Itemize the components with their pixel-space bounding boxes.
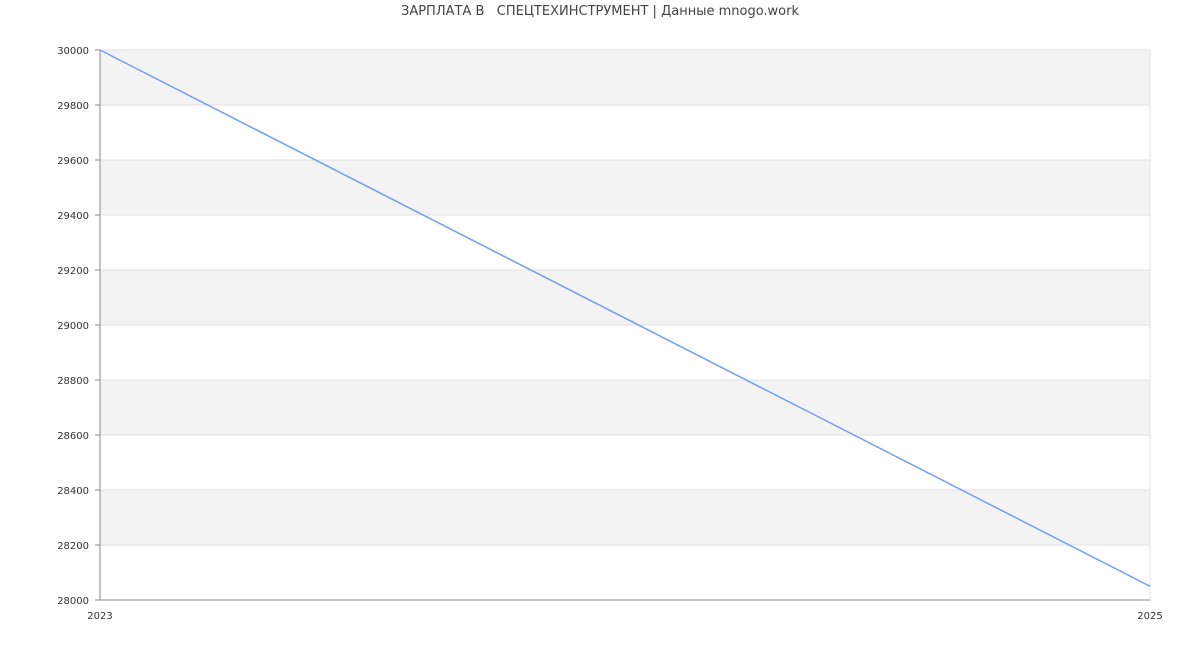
y-tick-label: 29800 <box>57 101 89 112</box>
y-tick-label: 28600 <box>57 431 89 442</box>
y-tick-label: 29000 <box>57 321 89 332</box>
grid-band <box>100 50 1150 105</box>
y-tick-label: 28000 <box>57 596 89 607</box>
chart-title: ЗАРПЛАТА В СПЕЦТЕХИНСТРУМЕНТ | Данные mn… <box>400 4 800 19</box>
grid-band <box>100 490 1150 545</box>
x-tick-label: 2025 <box>1137 611 1162 622</box>
y-tick-label: 28800 <box>57 376 89 387</box>
x-tick-label: 2023 <box>87 611 112 622</box>
y-tick-label: 30000 <box>57 46 89 57</box>
grid-band <box>100 380 1150 435</box>
y-tick-label: 28200 <box>57 541 89 552</box>
y-tick-label: 29600 <box>57 156 89 167</box>
grid-band <box>100 270 1150 325</box>
y-tick-label: 29200 <box>57 266 89 277</box>
series-line <box>99 49 1151 587</box>
grid-band <box>100 160 1150 215</box>
y-tick-label: 28400 <box>57 486 89 497</box>
y-tick-label: 29400 <box>57 211 89 222</box>
